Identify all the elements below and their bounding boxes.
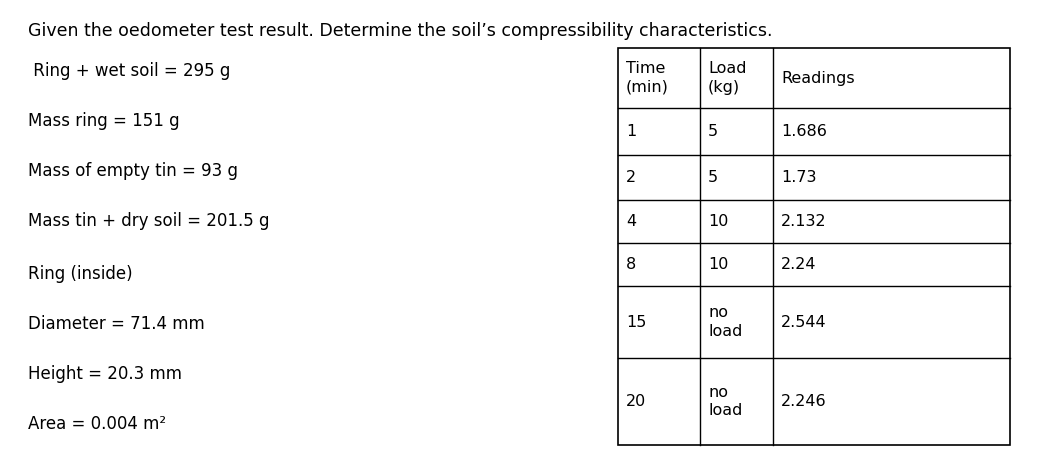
Text: Diameter = 71.4 mm: Diameter = 71.4 mm	[28, 315, 204, 333]
Text: no
load: no load	[708, 305, 742, 339]
Text: Mass ring = 151 g: Mass ring = 151 g	[28, 112, 180, 130]
Bar	[618, 48, 1010, 445]
Text: Height = 20.3 mm: Height = 20.3 mm	[28, 365, 182, 383]
Text: Load
(kg): Load (kg)	[708, 61, 747, 95]
Text: no
load: no load	[708, 385, 742, 418]
Text: Mass of empty tin = 93 g: Mass of empty tin = 93 g	[28, 162, 238, 180]
Text: 5: 5	[708, 124, 718, 139]
Text: 15: 15	[626, 315, 646, 330]
Text: 2.544: 2.544	[780, 315, 827, 330]
Text: 2.246: 2.246	[780, 394, 827, 409]
Text: Ring + wet soil = 295 g: Ring + wet soil = 295 g	[28, 62, 231, 80]
Text: Given the oedometer test result. Determine the soil’s compressibility characteri: Given the oedometer test result. Determi…	[28, 22, 772, 40]
Text: 1.73: 1.73	[780, 170, 816, 185]
Text: 4: 4	[626, 214, 636, 229]
Text: Readings: Readings	[780, 70, 855, 86]
Text: 10: 10	[708, 257, 729, 272]
Text: 10: 10	[708, 214, 729, 229]
Text: Area = 0.004 m²: Area = 0.004 m²	[28, 415, 166, 433]
Text: 8: 8	[626, 257, 636, 272]
Text: Ring (inside): Ring (inside)	[28, 265, 132, 283]
Text: 20: 20	[626, 394, 646, 409]
Text: 1.686: 1.686	[780, 124, 827, 139]
Text: 2: 2	[626, 170, 636, 185]
Text: Mass tin + dry soil = 201.5 g: Mass tin + dry soil = 201.5 g	[28, 212, 269, 230]
Text: 1: 1	[626, 124, 636, 139]
Text: 2.132: 2.132	[780, 214, 827, 229]
Text: 2.24: 2.24	[780, 257, 816, 272]
Text: Time
(min): Time (min)	[626, 61, 669, 95]
Text: 5: 5	[708, 170, 718, 185]
